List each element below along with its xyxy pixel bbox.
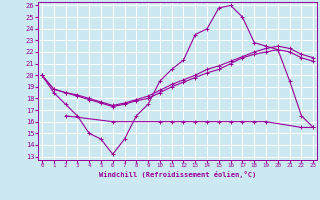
X-axis label: Windchill (Refroidissement éolien,°C): Windchill (Refroidissement éolien,°C) (99, 171, 256, 178)
